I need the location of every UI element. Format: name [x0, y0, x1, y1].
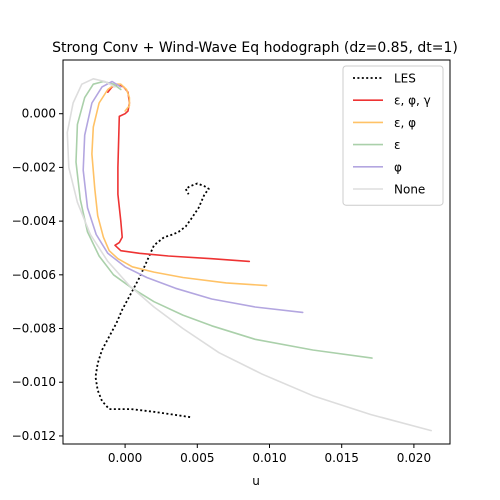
axes-frame — [62, 59, 451, 445]
series-line-4 — [82, 80, 304, 314]
legend-label: φ — [394, 160, 402, 174]
series-line-1 — [107, 83, 251, 263]
y-tick-label: −0.010 — [12, 375, 56, 389]
y-tick-label: −0.012 — [12, 429, 56, 443]
series-line-2 — [91, 83, 268, 287]
y-tick-label: −0.008 — [12, 322, 56, 336]
plot-area — [66, 78, 432, 432]
y-axis: 0.000 −0.002 −0.004 −0.006 −0.008 −0.010 −0.01… — [12, 107, 63, 443]
y-tick-label: −0.006 — [12, 268, 56, 282]
legend-label: LES — [394, 72, 416, 86]
y-tick-label: −0.002 — [12, 160, 56, 174]
chart-title: Strong Conv + Wind-Wave Eq hodograph (dz… — [52, 40, 458, 56]
legend: LES ε, φ, γ ε, φ εφ None — [342, 65, 444, 206]
x-tick-label: 0.005 — [180, 451, 214, 465]
legend-box — [342, 65, 444, 206]
series-line-5 — [66, 78, 432, 432]
x-tick-label: 0.020 — [397, 451, 431, 465]
y-tick-label: −0.004 — [12, 214, 56, 228]
x-tick-label: 0.000 — [108, 451, 142, 465]
x-axis-label: u — [252, 474, 260, 488]
x-tick-label: 0.010 — [252, 451, 286, 465]
x-tick-label: 0.015 — [325, 451, 359, 465]
x-axis: 0.000 0.005 0.010 0.015 0.020 — [108, 444, 431, 465]
legend-label: None — [394, 183, 425, 197]
series-line-3 — [75, 80, 373, 359]
legend-label: ε — [394, 138, 401, 152]
legend-label: ε, φ — [394, 116, 416, 130]
y-tick-label: 0.000 — [22, 107, 56, 121]
legend-label: ε, φ, γ — [394, 94, 431, 108]
